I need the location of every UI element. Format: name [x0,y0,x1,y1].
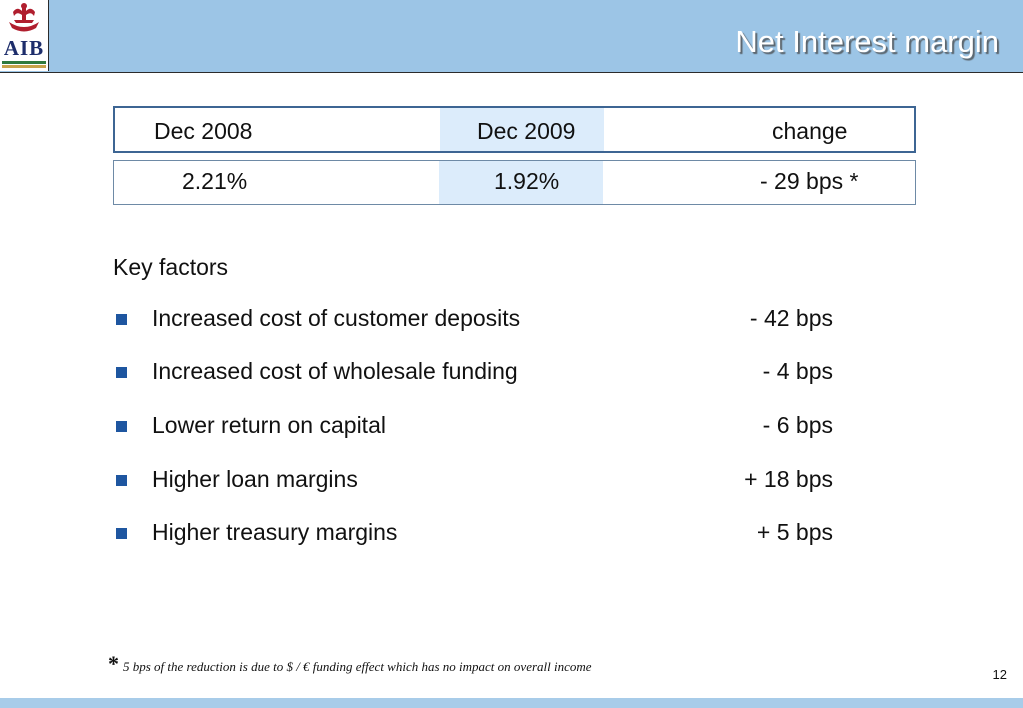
square-bullet-icon [116,421,127,432]
factor-value: - 6 bps [762,412,833,438]
list-item: Lower return on capital - 6 bps [113,412,853,442]
key-factors-heading: Key factors [113,254,229,280]
factor-value: - 4 bps [762,358,833,384]
highlight-column [439,161,603,204]
factor-value: - 42 bps [749,305,833,331]
value-dec-2008: 2.21% [182,168,248,194]
header-dec-2008: Dec 2008 [154,118,253,144]
aib-logo: AIB [0,0,49,71]
ark-emblem-icon [9,3,39,32]
list-item: Increased cost of customer deposits - 42… [113,305,853,335]
list-item: Higher loan margins + 18 bps [113,466,853,496]
summary-header-row: Dec 2008 Dec 2009 change [113,106,916,153]
header-band: AIB Net Interest margin [0,0,1023,73]
factor-value: + 18 bps [744,466,833,492]
footnote: * 5 bps of the reduction is due to $ / €… [108,651,592,677]
square-bullet-icon [116,528,127,539]
footnote-marker: * [108,651,119,676]
factor-value: + 5 bps [756,519,833,545]
header-dec-2009: Dec 2009 [477,118,576,144]
header-change: change [772,118,848,144]
summary-value-row: 2.21% 1.92% - 29 bps * [113,160,916,205]
square-bullet-icon [116,367,127,378]
square-bullet-icon [116,475,127,486]
square-bullet-icon [116,314,127,325]
logo-stripe-gold [2,65,46,68]
factor-label: Increased cost of wholesale funding [152,358,518,384]
list-item: Increased cost of wholesale funding - 4 … [113,358,853,388]
list-item: Higher treasury margins + 5 bps [113,519,853,549]
value-dec-2009: 1.92% [494,168,560,194]
highlight-column [440,108,604,151]
footnote-text: 5 bps of the reduction is due to $ / € f… [123,659,592,674]
factor-label: Lower return on capital [152,412,386,438]
page-number: 12 [992,667,1007,682]
factor-label: Higher treasury margins [152,519,398,545]
logo-stripe-green [2,61,46,64]
value-change: - 29 bps * [760,168,859,194]
logo-text: AIB [3,36,45,60]
factor-label: Increased cost of customer deposits [152,305,521,331]
footer-band [0,698,1023,708]
slide-title: Net Interest margin [735,24,999,59]
factor-label: Higher loan margins [152,466,358,492]
